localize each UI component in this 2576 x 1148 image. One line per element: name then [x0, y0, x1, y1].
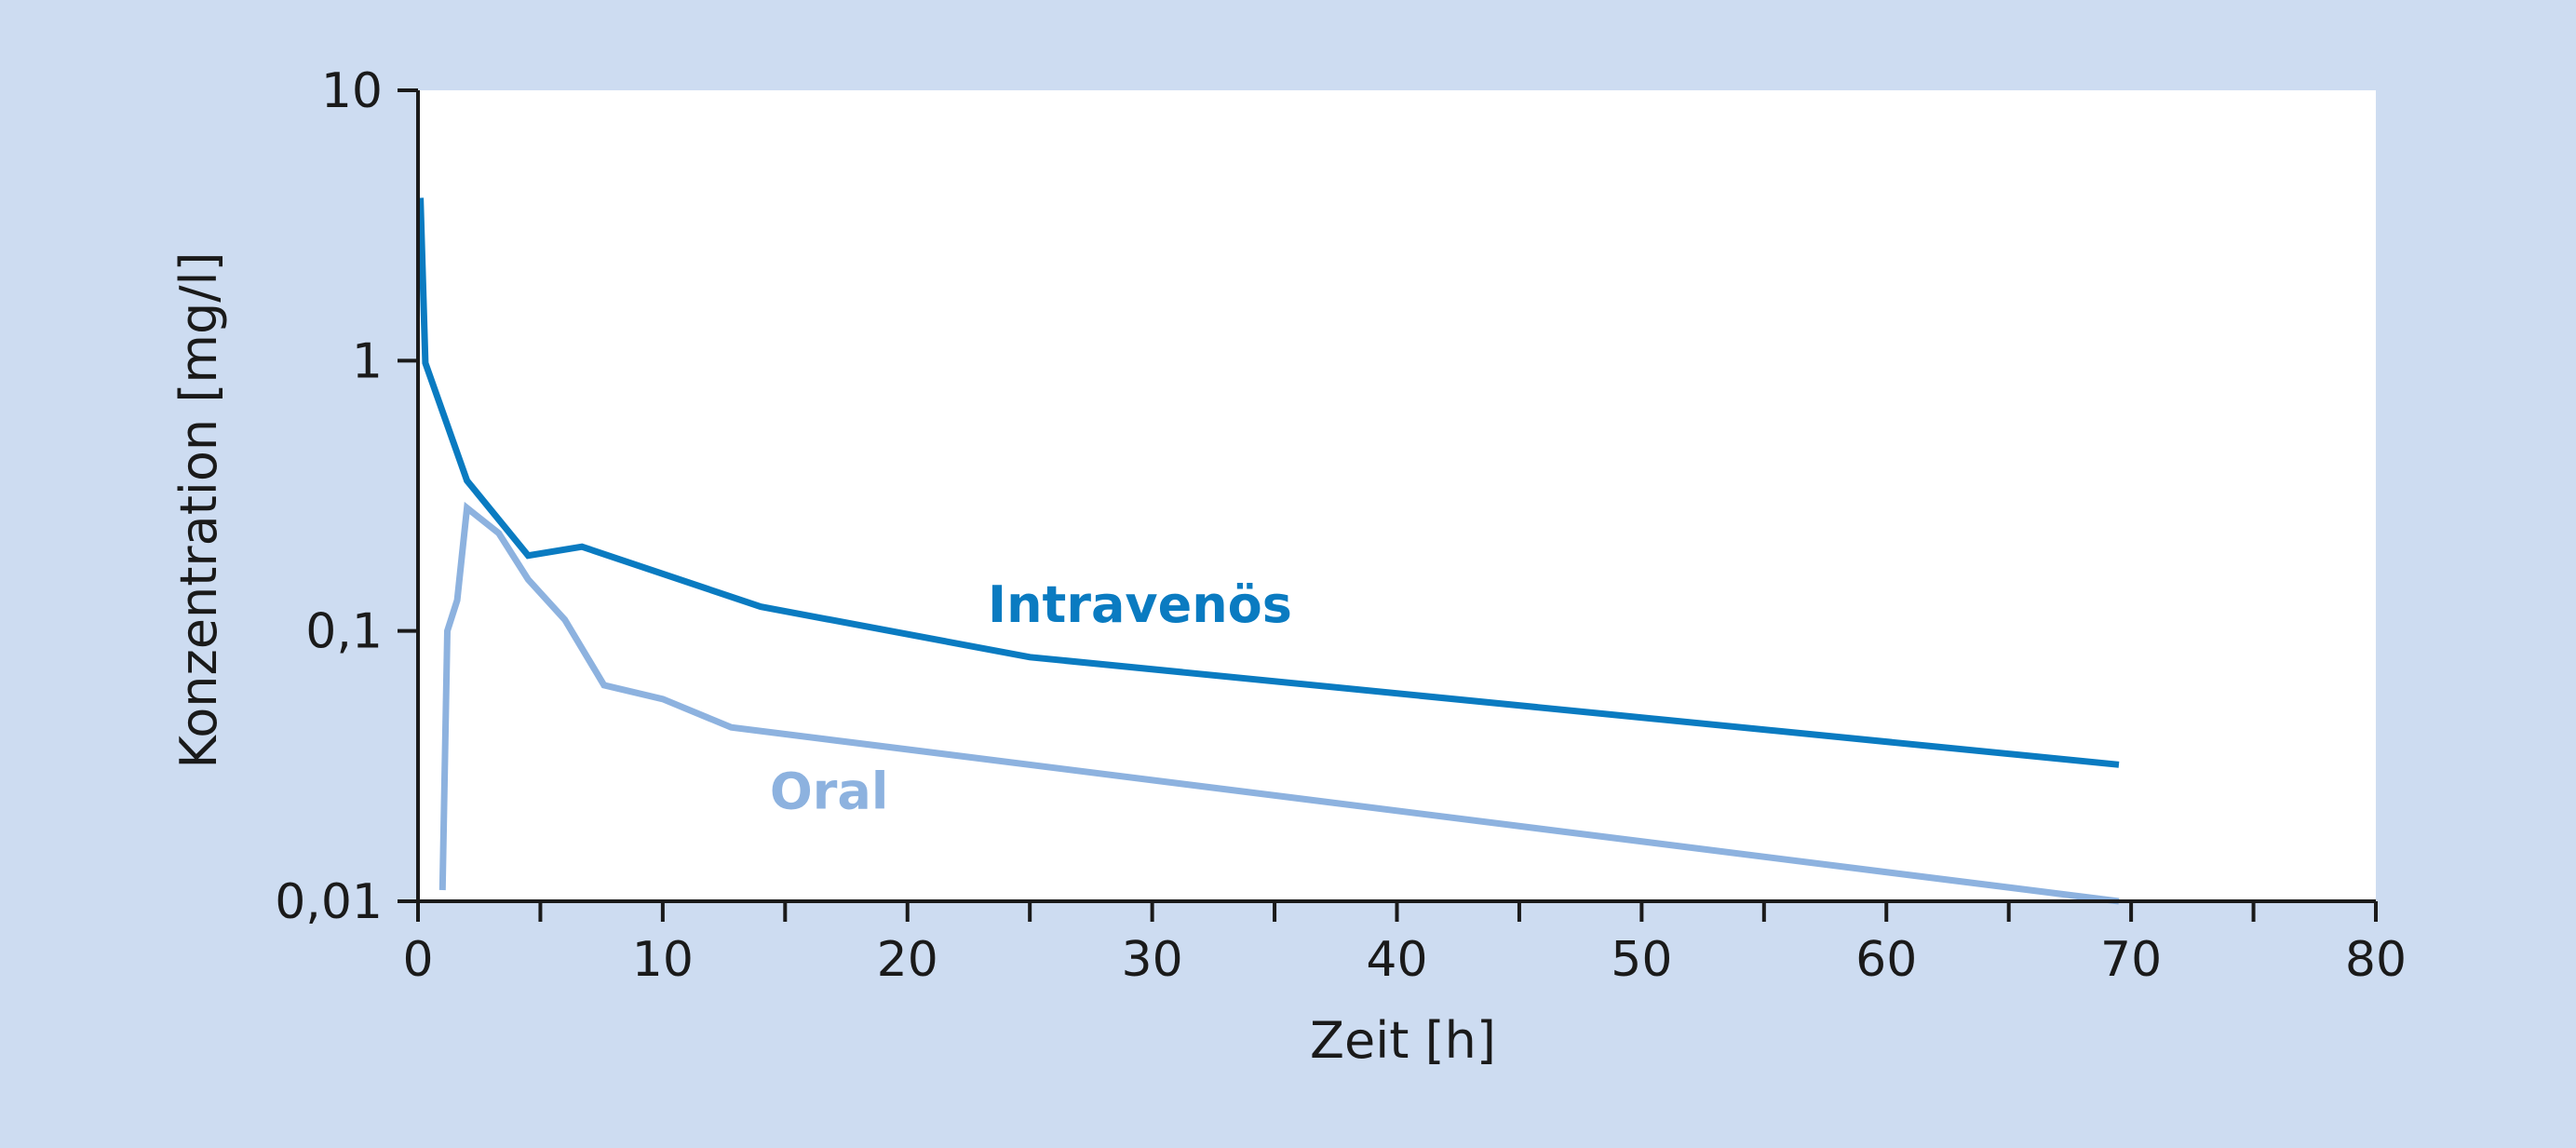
x-tick-label: 40 — [1366, 932, 1427, 988]
x-tick-label: 80 — [2345, 932, 2407, 988]
x-tick-label: 60 — [1855, 932, 1917, 988]
x-tick-label: 10 — [632, 932, 694, 988]
y-tick-label: 1 — [352, 333, 383, 389]
series-line-intraven-s — [417, 197, 2120, 768]
plot-area — [418, 90, 2376, 901]
y-tick-label: 0,1 — [305, 604, 383, 660]
y-tick-label: 10 — [321, 63, 383, 119]
x-tick-label: 70 — [2100, 932, 2162, 988]
x-tick-label: 30 — [1122, 932, 1183, 988]
x-tick-label: 0 — [402, 932, 433, 988]
x-tick-label: 20 — [877, 932, 938, 988]
x-tick-label: 50 — [1611, 932, 1672, 988]
series-line-oral — [438, 501, 2120, 905]
y-tick-label: 0,01 — [275, 874, 383, 930]
x-axis-title: Zeit [h] — [1310, 1011, 1496, 1070]
series-label-oral: Oral — [770, 763, 889, 821]
series-layer: Intravenös Oral — [417, 197, 2120, 905]
axes-layer: 0 10 20 30 40 50 60 70 80 0,01 0,1 1 10 — [275, 63, 2407, 988]
y-axis-title: Konzentration [mg/l] — [169, 251, 228, 768]
series-label-intraven-s: Intravenös — [988, 575, 1292, 634]
